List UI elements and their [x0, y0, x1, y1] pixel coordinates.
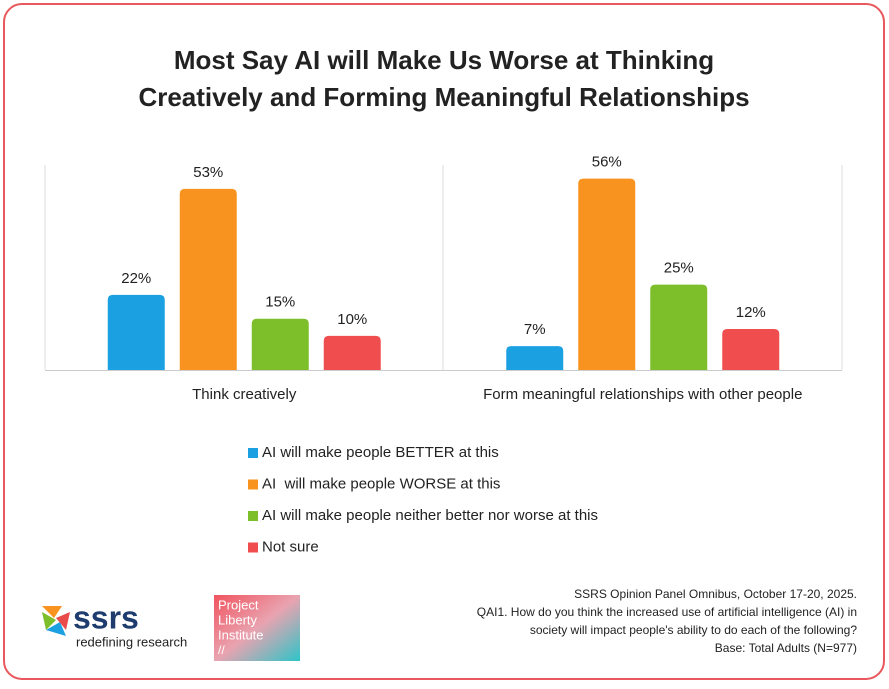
bar — [650, 284, 708, 370]
legend-label: Not sure — [262, 538, 319, 555]
bar — [323, 335, 381, 370]
data-label: 25% — [664, 260, 694, 277]
data-label: 22% — [121, 270, 151, 287]
source-note: society will impact people's ability to … — [530, 623, 857, 637]
logo-text: // — [218, 643, 225, 657]
x-tick-label: Think creatively — [192, 386, 297, 403]
legend-swatch — [248, 542, 258, 553]
chart-title: Creatively and Forming Meaningful Relati… — [138, 82, 749, 112]
legend-label: AI will make people WORSE at this — [262, 475, 500, 492]
legend: AI will make people BETTER at this AI wil… — [248, 444, 598, 555]
data-label: 53% — [193, 164, 223, 181]
data-label: 7% — [524, 321, 546, 338]
x-tick-label: Form meaningful relationships with other… — [483, 386, 802, 403]
bar — [107, 294, 165, 370]
plot: Think creatively 22% 53% 15% 10% Form meaning… — [107, 154, 802, 403]
bar — [251, 318, 309, 370]
data-label: 56% — [592, 154, 622, 171]
logo-text: Project — [218, 597, 259, 612]
logo-text: Liberty — [218, 612, 258, 627]
logo-tagline: redefining research — [76, 634, 187, 649]
logo-text: ssrs — [73, 599, 139, 635]
bar — [722, 329, 780, 370]
data-label: 15% — [265, 294, 295, 311]
bar — [506, 346, 564, 370]
pli-logo: Project Liberty Institute // — [214, 595, 300, 661]
source-note: QAI1. How do you think the increased use… — [477, 605, 857, 619]
bar — [578, 178, 636, 370]
legend-label: AI will make people neither better nor w… — [262, 507, 598, 524]
frame — [3, 3, 885, 680]
source-note: Base: Total Adults (N=977) — [715, 641, 857, 655]
bar — [179, 188, 237, 370]
legend-swatch — [248, 479, 258, 490]
chart-title: Most Say AI will Make Us Worse at Thinki… — [174, 45, 714, 75]
data-label: 12% — [736, 304, 766, 321]
logo-text: Institute — [218, 627, 264, 642]
legend-label: AI will make people BETTER at this — [262, 444, 499, 461]
source-note: SSRS Opinion Panel Omnibus, October 17-2… — [574, 587, 857, 601]
legend-swatch — [248, 511, 258, 521]
legend-swatch — [248, 448, 258, 458]
footer: SSRS Opinion Panel Omnibus, October 17-2… — [477, 587, 858, 655]
ssrs-logo: ssrs redefining research — [42, 599, 187, 649]
data-label: 10% — [337, 311, 367, 328]
